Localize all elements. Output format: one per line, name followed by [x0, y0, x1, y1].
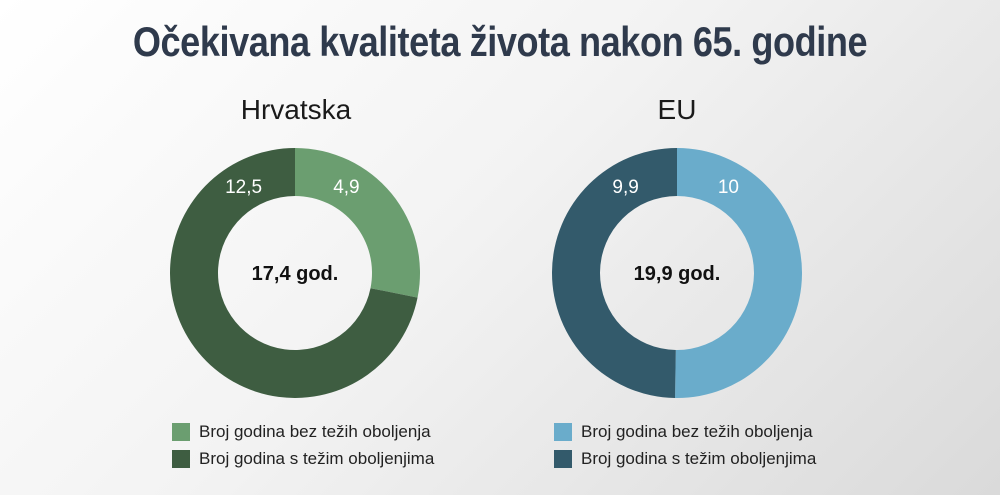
legend-eu: Broj godina bez težih oboljenja Broj god…: [554, 418, 816, 472]
legend-swatch: [554, 449, 572, 468]
legend-item: Broj godina s težim oboljenjima: [554, 445, 816, 472]
center-label: 19,9 god.: [634, 263, 721, 285]
donut-slice: [295, 148, 420, 298]
donut-slice: [170, 148, 418, 398]
legend-label: Broj godina bez težih oboljenja: [581, 421, 813, 441]
donut-chart-hrvatska: 4,9 12,5 17,4 god.: [170, 148, 420, 398]
legend-label: Broj godina s težim oboljenjima: [581, 448, 817, 468]
chart-title-eu: EU: [657, 94, 697, 125]
legend-swatch: [554, 422, 572, 441]
legend-item: Broj godina bez težih oboljenja: [172, 418, 434, 445]
legend-hrvatska: Broj godina bez težih oboljenja Broj god…: [172, 418, 434, 472]
legend-label: Broj godina s težim oboljenjima: [199, 448, 435, 468]
legend-item: Broj godina bez težih oboljenja: [554, 418, 816, 445]
data-label: 4,9: [333, 177, 359, 198]
legend-item: Broj godina s težim oboljenjima: [172, 445, 434, 472]
donut-slice: [552, 148, 677, 398]
legend-swatch: [172, 449, 190, 468]
legend-label: Broj godina bez težih oboljenja: [199, 421, 431, 441]
donut-slice: [675, 148, 802, 398]
data-label: 9,9: [612, 177, 638, 198]
donut-chart-eu: 10 9,9 19,9 god.: [552, 148, 802, 398]
legend-swatch: [172, 422, 190, 441]
data-label: 12,5: [225, 177, 262, 198]
center-label: 17,4 god.: [252, 263, 339, 285]
page-title: Očekivana kvaliteta života nakon 65. god…: [132, 18, 868, 65]
chart-title-hrvatska: Hrvatska: [240, 94, 352, 125]
data-label: 10: [718, 177, 739, 198]
